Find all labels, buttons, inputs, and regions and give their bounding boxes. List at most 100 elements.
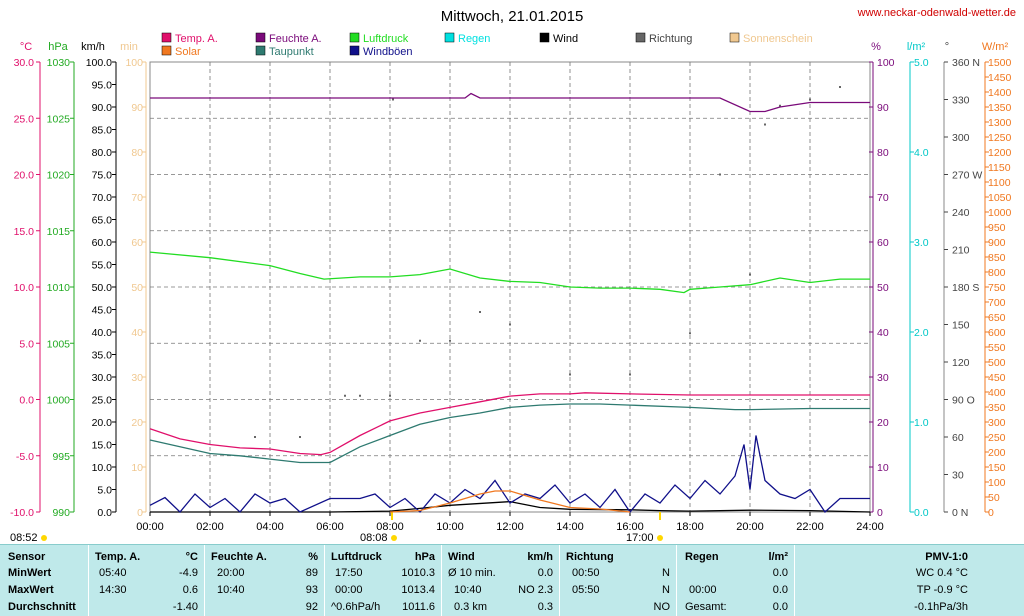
solar-axis-tick: 1050 xyxy=(988,192,1012,204)
hum-axis-tick: 0 xyxy=(877,507,883,519)
dir-axis-tick: 270 W xyxy=(952,170,982,182)
sun-axis-tick: 10 xyxy=(131,462,143,474)
cell: 0.3 km xyxy=(454,601,488,613)
legend-label: Regen xyxy=(458,33,490,45)
legend-label: Feuchte A. xyxy=(269,33,322,45)
cell: 00:50 xyxy=(572,567,600,579)
temp-axis-tick: 0.0 xyxy=(19,395,34,407)
solar-axis-tick: 150 xyxy=(988,462,1006,474)
dir-axis-tick: 180 S xyxy=(952,282,979,294)
press-axis-tick: 1025 xyxy=(47,113,71,125)
col-unit: l/m² xyxy=(768,551,788,563)
legend-label: Taupunkt xyxy=(269,46,314,58)
legend-label: Solar xyxy=(175,46,201,58)
col-header: Feuchte A. xyxy=(211,551,267,563)
solar-axis-tick: 850 xyxy=(988,252,1006,264)
temp-axis-tick: 15.0 xyxy=(14,226,35,238)
rain-axis-tick: 5.0 xyxy=(914,57,929,69)
cell: 0.3 xyxy=(537,601,553,613)
solar-axis-tick: 200 xyxy=(988,447,1006,459)
wind-axis-tick: 60.0 xyxy=(92,237,113,249)
temp-axis-tick: -5.0 xyxy=(16,451,34,463)
cell: Ø 10 min. xyxy=(448,567,496,579)
sun-axis-tick: 70 xyxy=(131,192,143,204)
solar-axis-tick: 500 xyxy=(988,357,1006,369)
unit-rain: l/m² xyxy=(907,41,926,53)
gust-line xyxy=(149,435,870,514)
table-col-pmv: PMV-1:0 WC 0.4 °C TP -0.9 °C -0.1hPa/3h xyxy=(795,545,1024,616)
hum-axis-tick: 10 xyxy=(877,462,889,474)
wind-axis-tick: 40.0 xyxy=(92,327,113,339)
solar-axis-tick: 750 xyxy=(988,282,1006,294)
legend-swatch xyxy=(444,32,455,43)
sun-axis-tick: 100 xyxy=(125,57,143,69)
solar-axis-tick: 50 xyxy=(988,492,1000,504)
sun-axis-tick: 0 xyxy=(137,507,143,519)
dir-axis-tick: 60 xyxy=(952,432,964,444)
direction-point xyxy=(719,173,721,176)
solar-axis-tick: 100 xyxy=(988,477,1006,489)
unit-temp: °C xyxy=(20,41,32,53)
direction-point xyxy=(839,86,841,88)
cell: 14:30 xyxy=(99,584,127,596)
cell: NO xyxy=(653,601,671,613)
direction-point xyxy=(419,339,421,342)
direction-point xyxy=(749,273,751,276)
table-col-luftdruck: Luftdruck hPa 17:50 1010.3 00:00 1013.4 … xyxy=(325,545,441,616)
cell: 1010.3 xyxy=(401,567,435,579)
pressure-line xyxy=(149,251,870,294)
col-header: Temp. A. xyxy=(95,551,141,563)
direction-point xyxy=(569,373,571,376)
solar-axis-tick: 1150 xyxy=(988,162,1011,174)
solar-axis-tick: 400 xyxy=(988,387,1006,399)
cell: TP -0.9 °C xyxy=(916,584,968,596)
press-axis-tick: 1010 xyxy=(47,282,71,294)
dewpoint-line xyxy=(149,403,870,464)
solar-axis-tick: 1450 xyxy=(988,72,1012,84)
solar-axis-tick: 1350 xyxy=(988,102,1012,114)
direction-point xyxy=(809,98,811,101)
cell: 0.0 xyxy=(772,567,788,579)
hum-axis-tick: 40 xyxy=(877,327,889,339)
col-header: Sensor xyxy=(8,551,46,563)
legend-swatch xyxy=(255,32,266,43)
col-header: Luftdruck xyxy=(331,551,382,563)
cell: -4.9 xyxy=(179,567,198,579)
sun-icon xyxy=(41,535,47,541)
cell: -0.1hPa/3h xyxy=(914,601,968,613)
press-axis-tick: 1030 xyxy=(47,57,71,69)
x-tick: 04:00 xyxy=(256,521,284,533)
x-tick: 16:00 xyxy=(616,521,644,533)
wind-axis-tick: 15.0 xyxy=(92,440,113,452)
sun-icon xyxy=(657,535,663,541)
wind-axis-tick: 80.0 xyxy=(92,147,113,159)
press-axis-tick: 1000 xyxy=(47,395,71,407)
wind-axis-tick: 95.0 xyxy=(92,80,113,92)
dir-axis-tick: 240 xyxy=(952,207,970,219)
solar-axis-tick: 1250 xyxy=(988,132,1012,144)
weather-chart: Mittwoch, 21.01.2015 www.neckar-odenwald-… xyxy=(10,7,1016,544)
temp-axis-tick: 20.0 xyxy=(14,170,35,182)
press-axis-tick: 1020 xyxy=(47,170,71,182)
sun-axis-tick: 80 xyxy=(131,147,143,159)
temp-axis-tick: 10.0 xyxy=(14,282,35,294)
solar-axis-tick: 950 xyxy=(988,222,1006,234)
wind-axis-tick: 70.0 xyxy=(92,192,113,204)
rain-axis-tick: 4.0 xyxy=(914,147,929,159)
cell: -1.40 xyxy=(172,601,198,613)
humidity-line xyxy=(150,92,870,113)
legend-swatch xyxy=(349,45,360,56)
solar-axis-tick: 1500 xyxy=(988,57,1012,69)
table-col-feuchte: Feuchte A. % 20:00 89 10:40 93 92 xyxy=(205,545,324,616)
row-label: MaxWert xyxy=(8,584,54,596)
legend-label: Windböen xyxy=(363,46,413,58)
cell: 05:50 xyxy=(572,584,600,596)
direction-point xyxy=(389,394,391,397)
col-header: PMV-1:0 xyxy=(925,551,968,563)
solar-axis-tick: 350 xyxy=(988,402,1006,414)
col-unit: km/h xyxy=(527,551,553,563)
wind-axis-tick: 45.0 xyxy=(92,305,113,317)
col-header: Wind xyxy=(448,551,475,563)
cell: NO 2.3 xyxy=(518,584,553,596)
solar-axis-tick: 900 xyxy=(988,237,1006,249)
